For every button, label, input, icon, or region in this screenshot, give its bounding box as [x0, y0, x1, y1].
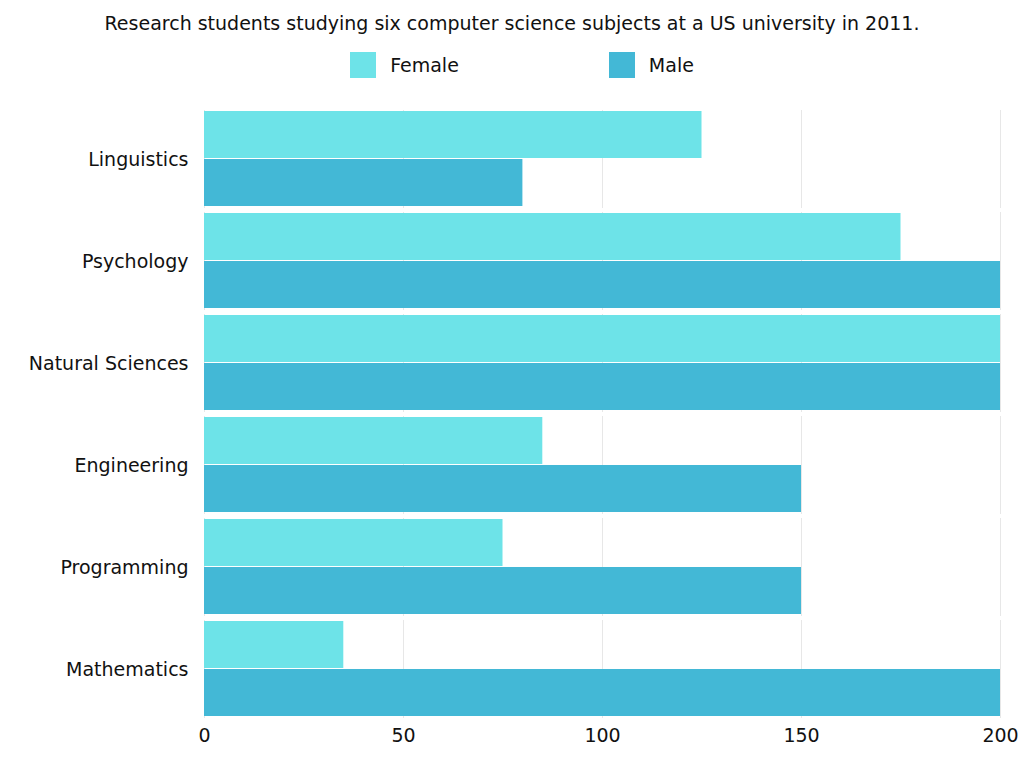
svg-text:Programming: Programming	[60, 556, 188, 578]
svg-text:100: 100	[584, 724, 620, 746]
html-text:Male: Male	[648, 54, 694, 76]
svg-text:200: 200	[982, 724, 1018, 746]
svg-text:Natural Sciences: Natural Sciences	[29, 352, 189, 374]
svg-text:Mathematics: Mathematics	[66, 658, 188, 680]
svg-text:50: 50	[391, 724, 415, 746]
svg-text:150: 150	[783, 724, 819, 746]
svg-text:0: 0	[198, 724, 210, 746]
svg-text:Linguistics: Linguistics	[88, 148, 188, 170]
html-text:Female: Female	[390, 54, 459, 76]
html-text:Research students studying six: Research students studying six computer …	[104, 12, 920, 34]
svg-text:Psychology: Psychology	[82, 250, 189, 272]
svg-text:Engineering: Engineering	[75, 454, 189, 476]
